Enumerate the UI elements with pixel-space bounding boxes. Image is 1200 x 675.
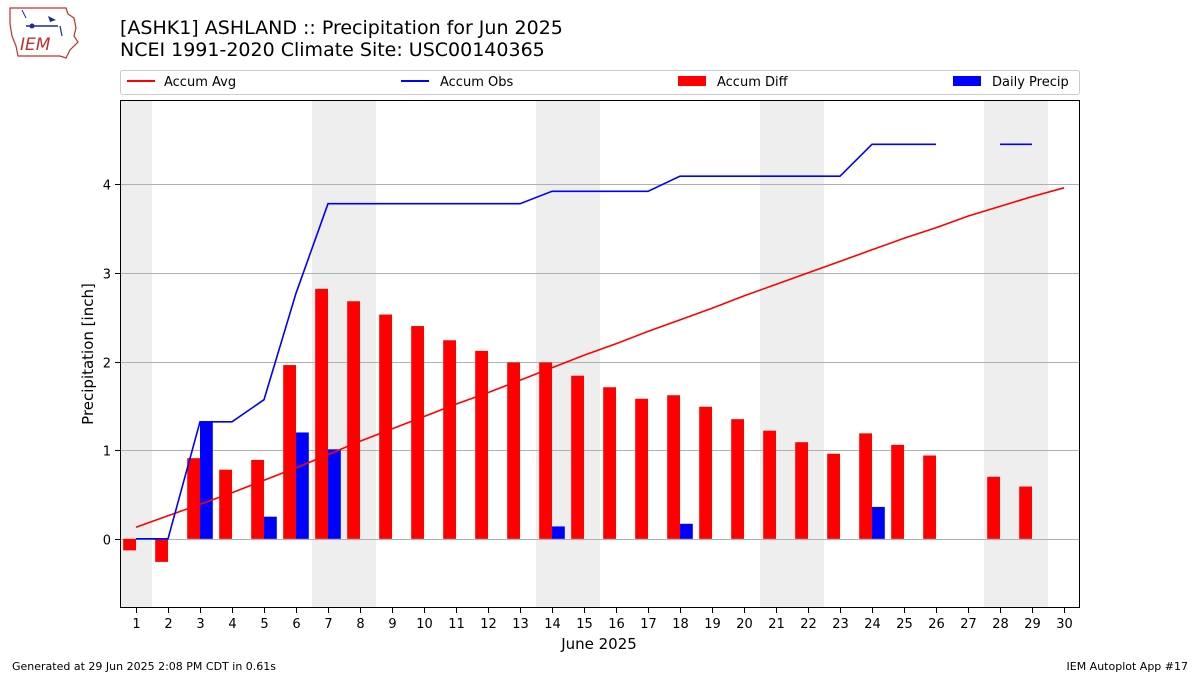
y-tick-label-3: 3 [103, 268, 111, 283]
y-axis-label: Precipitation [inch] [79, 283, 97, 425]
x-tick-label-10: 10 [416, 617, 433, 632]
accum-diff-bar-day-17 [635, 398, 648, 539]
x-tick-label-16: 16 [608, 617, 625, 632]
x-tick-label-29: 29 [1024, 617, 1041, 632]
x-tick-label-24: 24 [864, 617, 881, 632]
accum-diff-bar-day-4 [219, 469, 232, 539]
accum-avg-line-segment-0 [135, 187, 1065, 529]
chart-title: [ASHK1] ASHLAND :: Precipitation for Jun… [120, 17, 563, 39]
x-tick-label-20: 20 [736, 617, 753, 632]
daily-precip-bar-day-7 [328, 449, 341, 539]
accum-diff-bar-day-1 [123, 538, 136, 551]
daily-precip-bar-day-5 [264, 516, 277, 539]
x-axis-label: June 2025 [560, 635, 637, 653]
x-tick-label-22: 22 [800, 617, 817, 632]
accum-diff-bar-day-9 [379, 314, 392, 539]
x-tick-label-11: 11 [448, 617, 465, 632]
x-tick-label-27: 27 [960, 617, 977, 632]
accum-diff-bar-day-5 [251, 459, 264, 539]
x-tick-label-8: 8 [356, 617, 364, 632]
x-tick-label-14: 14 [544, 617, 561, 632]
accum-diff-bar-day-28 [987, 476, 1000, 539]
legend-label-accum-avg: Accum Avg [164, 75, 236, 90]
x-tick-label-6: 6 [292, 617, 300, 632]
x-tick-label-30: 30 [1056, 617, 1073, 632]
daily-precip-bar-day-6 [296, 432, 309, 539]
x-tick-label-21: 21 [768, 617, 785, 632]
accum-diff-bar-day-10 [411, 326, 424, 539]
accum-diff-bar-day-12 [475, 350, 488, 539]
daily-precip-bar-day-24 [872, 506, 885, 539]
y-tick-label-1: 1 [103, 445, 111, 460]
x-tick-label-15: 15 [576, 617, 593, 632]
chart-subtitle: NCEI 1991-2020 Climate Site: USC00140365 [120, 39, 545, 61]
x-tick-label-5: 5 [260, 617, 268, 632]
app-id: IEM Autoplot App #17 [1066, 660, 1189, 673]
daily-precip-bar-day-18 [680, 523, 693, 539]
x-tick-label-3: 3 [196, 617, 204, 632]
accum-diff-bar-day-16 [603, 387, 616, 539]
x-tick-label-17: 17 [640, 617, 657, 632]
x-tick-label-4: 4 [228, 617, 236, 632]
accum-diff-bar-day-8 [347, 301, 360, 539]
weekend-shade-day-1 [120, 100, 152, 608]
x-tick-label-26: 26 [928, 617, 945, 632]
accum-diff-bar-day-24 [859, 433, 872, 539]
x-tick-label-2: 2 [164, 617, 172, 632]
legend-box [120, 70, 1080, 95]
accum-obs-line-segment-0 [136, 143, 936, 540]
x-tick-label-28: 28 [992, 617, 1009, 632]
plot-frame [120, 100, 1080, 608]
legend-label-daily-precip: Daily Precip [992, 75, 1069, 90]
accum-diff-bar-day-18 [667, 395, 680, 539]
x-tick-label-23: 23 [832, 617, 849, 632]
logo-text: IEM [20, 35, 51, 55]
accum-diff-bar-day-2 [155, 538, 168, 562]
accum-diff-bar-day-11 [443, 340, 456, 539]
generated-timestamp: Generated at 29 Jun 2025 2:08 PM CDT in … [12, 660, 277, 673]
accum-diff-bar-day-21 [763, 430, 776, 539]
x-tick-label-1: 1 [132, 617, 140, 632]
accum-diff-bar-day-19 [699, 406, 712, 539]
x-tick-label-19: 19 [704, 617, 721, 632]
accum-diff-bar-day-29 [1019, 486, 1032, 539]
legend-label-accum-diff: Accum Diff [717, 75, 789, 90]
x-tick-label-9: 9 [388, 617, 396, 632]
accum-diff-bar-day-25 [891, 444, 904, 539]
legend-label-accum-obs: Accum Obs [440, 75, 513, 90]
accum-diff-bar-day-20 [731, 419, 744, 539]
legend: Accum Avg Accum Obs Accum Diff Daily Pre… [120, 70, 1080, 95]
legend-swatch-daily-precip [953, 76, 981, 86]
accum-diff-bar-day-13 [507, 362, 520, 539]
x-tick-label-25: 25 [896, 617, 913, 632]
legend-swatch-accum-diff [678, 76, 706, 86]
iem-logo: IEM [8, 6, 80, 60]
accum-diff-bar-day-6 [283, 365, 296, 539]
series-lines [135, 143, 1065, 540]
grid-lines [120, 184, 1080, 540]
x-tick-label-7: 7 [324, 617, 332, 632]
y-tick-label-0: 0 [103, 534, 111, 549]
y-tick-label-4: 4 [103, 179, 111, 194]
daily-precip-bar-day-14 [552, 526, 565, 539]
accum-diff-bar-day-15 [571, 375, 584, 539]
x-tick-label-18: 18 [672, 617, 689, 632]
x-tick-label-13: 13 [512, 617, 529, 632]
bars [123, 288, 1032, 562]
accum-diff-bar-day-23 [827, 453, 840, 539]
x-tick-label-12: 12 [480, 617, 497, 632]
accum-diff-bar-day-26 [923, 455, 936, 539]
y-tick-label-2: 2 [103, 357, 111, 372]
accum-diff-bar-day-3 [187, 458, 200, 539]
accum-diff-bar-day-22 [795, 442, 808, 539]
accum-diff-bar-day-7 [315, 288, 328, 539]
accum-diff-bar-day-14 [539, 362, 552, 539]
daily-precip-bar-day-3 [200, 421, 213, 539]
